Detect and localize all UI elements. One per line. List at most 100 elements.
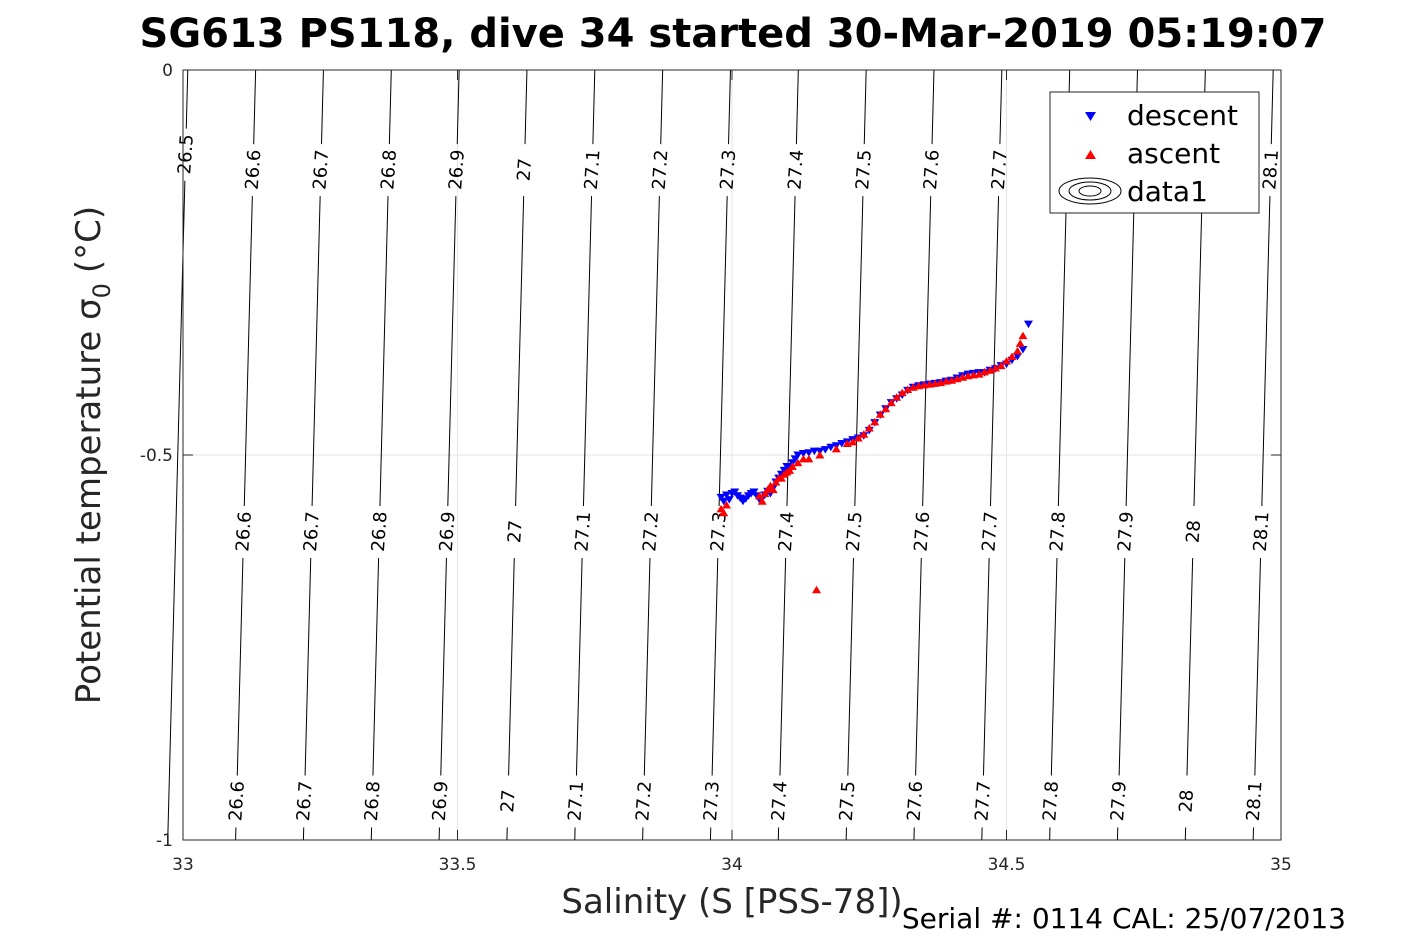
- contour-label: 27.1: [581, 149, 605, 190]
- density-contour: 27.5 27.5 27.5: [836, 69, 876, 841]
- contour-label: 26.7: [293, 780, 317, 821]
- data-series: [716, 320, 1033, 594]
- contour-line: [795, 69, 799, 145]
- contour-line: [456, 69, 460, 145]
- contour-label: 26.9: [436, 511, 460, 552]
- ascent-point: [1012, 347, 1022, 355]
- ascent-point: [785, 466, 795, 474]
- contour-line: [1050, 557, 1058, 776]
- contour-line: [863, 69, 867, 145]
- contour-line: [253, 69, 257, 145]
- axis-ticks: 33 33.5 34 34.5 35 0 -0.5 -1: [140, 61, 1292, 875]
- contour-line: [311, 196, 321, 507]
- contour-line: [524, 69, 528, 145]
- contour-label: 27.5: [836, 780, 860, 821]
- contour-label: 28.1: [1243, 780, 1267, 821]
- descent-point: [804, 449, 814, 457]
- density-contour: 26.8 26.8 26.8: [361, 69, 401, 841]
- ascent-point: [897, 388, 907, 397]
- contour-line: [388, 69, 392, 145]
- ascent-point: [875, 410, 885, 418]
- x-tick-label: 35: [1270, 855, 1292, 875]
- contour-line: [243, 196, 253, 507]
- contour-line: [515, 196, 525, 507]
- ascent-point: [881, 404, 891, 413]
- contour-line: [1254, 557, 1262, 776]
- contour-line: [185, 69, 189, 129]
- contour-line: [711, 557, 719, 776]
- contour-label: 26.8: [368, 511, 392, 552]
- x-tick-label: 34: [721, 855, 743, 875]
- contour-label: 26.7: [309, 149, 333, 190]
- contour-label: 28.1: [1250, 511, 1274, 552]
- descent-point: [837, 439, 847, 448]
- contour-line: [915, 557, 922, 776]
- footer-serial-cal: Serial #: 0114 CAL: 25/07/2013: [902, 902, 1346, 935]
- y-axis-title-subscript: 0: [88, 283, 116, 298]
- descent-point: [716, 493, 726, 502]
- contour-line: [989, 196, 1000, 507]
- contour-label: 27.4: [775, 511, 799, 552]
- series-descent: [716, 320, 1033, 506]
- contour-line: [786, 196, 796, 507]
- density-contour: 27.7 27.7 27.7: [971, 69, 1012, 841]
- ascent-point: [1018, 331, 1028, 340]
- ascent-point: [793, 458, 803, 467]
- descent-point: [793, 451, 803, 459]
- x-tick-label: 33: [172, 855, 194, 875]
- ascent-point: [1007, 352, 1017, 360]
- contour-line: [321, 69, 324, 145]
- descent-point: [820, 446, 830, 454]
- contour-line: [167, 180, 186, 841]
- ascent-point: [804, 454, 814, 463]
- contour-line: [650, 196, 660, 507]
- ascent-point: [771, 477, 781, 486]
- density-contour: 26.9 26.9 26.9: [429, 69, 469, 841]
- x-tick-label: 33.5: [439, 855, 477, 875]
- contour-label: 27.3: [716, 149, 740, 190]
- contour-line: [1118, 557, 1126, 776]
- ascent-point: [722, 501, 732, 509]
- contour-label: 28.1: [1259, 149, 1283, 190]
- contour-line: [643, 557, 651, 776]
- ascent-point: [760, 489, 770, 497]
- legend-ascent-marker: [1085, 150, 1096, 159]
- contour-label: 27.4: [784, 149, 808, 190]
- contour-label: 27: [514, 158, 537, 182]
- contour-label: 27.8: [1046, 511, 1070, 552]
- contour-line: [1186, 557, 1194, 776]
- density-contour: 27.6 27.6 27.6: [904, 69, 944, 841]
- contour-label: 26.6: [232, 511, 256, 552]
- contour-line: [447, 196, 457, 507]
- y-axis-title: Potential temperature σ0 (°C): [69, 206, 116, 704]
- ascent-point: [985, 366, 995, 374]
- density-contour: 26.5: [167, 69, 198, 841]
- ascent-point: [815, 451, 825, 459]
- ascent-point: [848, 437, 858, 446]
- contour-label: 27.4: [768, 780, 792, 821]
- density-contour: 27.1 27.1 27.1: [564, 69, 605, 841]
- series-ascent: [716, 331, 1028, 594]
- contour-line: [931, 69, 935, 145]
- contour-label: 26.9: [429, 780, 453, 821]
- contour-line: [922, 196, 932, 507]
- legend-data1-label: data1: [1127, 175, 1208, 208]
- contour-label: 27.6: [920, 149, 944, 190]
- contour-label: 28: [1183, 519, 1206, 543]
- contour-line: [718, 196, 728, 507]
- density-contour: 27.9 27.9: [1107, 69, 1138, 841]
- contour-line: [999, 69, 1003, 145]
- contour-line: [575, 557, 583, 776]
- ascent-point: [859, 430, 869, 438]
- contour-label: 26.6: [242, 149, 266, 190]
- legend: descent ascent data1: [1049, 91, 1260, 214]
- ascent-point: [831, 444, 841, 453]
- density-contour: 26.6 26.6 26.6: [225, 69, 266, 841]
- legend-data1-marker: [1058, 177, 1122, 205]
- descent-point: [719, 497, 729, 506]
- contour-label: 26.6: [225, 780, 249, 821]
- y-tick-label: -1: [156, 831, 173, 851]
- contour-label: 26.7: [300, 511, 324, 552]
- contour-label: 27.2: [632, 780, 656, 821]
- contour-line: [304, 557, 312, 776]
